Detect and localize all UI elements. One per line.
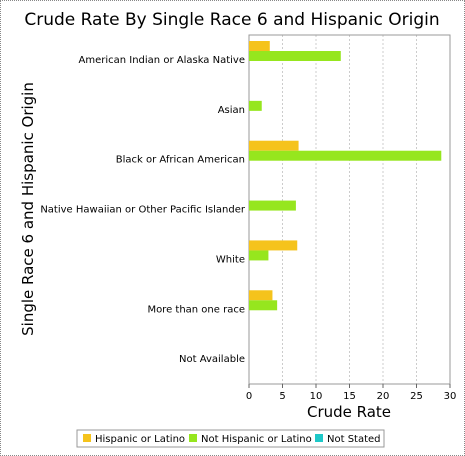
x-tick-label: 0 xyxy=(246,391,252,402)
legend-swatch xyxy=(83,434,91,442)
category-label: White xyxy=(216,254,245,265)
category-label: Asian xyxy=(218,105,245,116)
bar xyxy=(249,290,273,301)
x-tick-label: 15 xyxy=(343,391,356,402)
bar xyxy=(249,240,298,251)
legend: Hispanic or Latino Not Hispanic or Latino… xyxy=(76,429,385,448)
legend-label: Not Stated xyxy=(327,434,381,445)
x-tick-label: 10 xyxy=(310,391,323,402)
x-tick-label: 25 xyxy=(410,391,423,402)
bar xyxy=(249,150,442,161)
x-ticks: 0 5 10 15 20 25 30 xyxy=(246,384,457,402)
legend-swatch xyxy=(189,434,197,442)
bar xyxy=(249,41,270,51)
x-tick-label: 20 xyxy=(377,391,390,402)
x-axis-title: Crude Rate xyxy=(307,403,391,421)
bar xyxy=(249,51,341,61)
x-tick-label: 5 xyxy=(279,391,285,402)
category-label: American Indian or Alaska Native xyxy=(79,55,246,66)
legend-label: Not Hispanic or Latino xyxy=(201,434,312,445)
category-labels: American Indian or Alaska Native Asian Bla… xyxy=(40,55,246,365)
bars xyxy=(249,41,442,311)
legend-label: Hispanic or Latino xyxy=(95,434,185,445)
grid-lines xyxy=(282,35,451,384)
category-label: Not Available xyxy=(179,354,245,365)
bar xyxy=(249,300,278,311)
legend-swatch xyxy=(315,434,323,442)
y-axis-title: Single Race 6 and Hispanic Origin xyxy=(19,82,37,336)
chart-title: Crude Rate By Single Race 6 and Hispanic… xyxy=(24,10,439,30)
bar xyxy=(249,100,262,111)
x-tick-label: 30 xyxy=(444,391,457,402)
bar xyxy=(249,200,296,211)
bar xyxy=(249,140,299,151)
category-label: More than one race xyxy=(147,304,245,315)
legend-box xyxy=(76,429,385,448)
category-label: Native Hawaiian or Other Pacific Islande… xyxy=(40,205,246,216)
bar xyxy=(249,250,269,261)
category-label: Black or African American xyxy=(116,155,245,166)
